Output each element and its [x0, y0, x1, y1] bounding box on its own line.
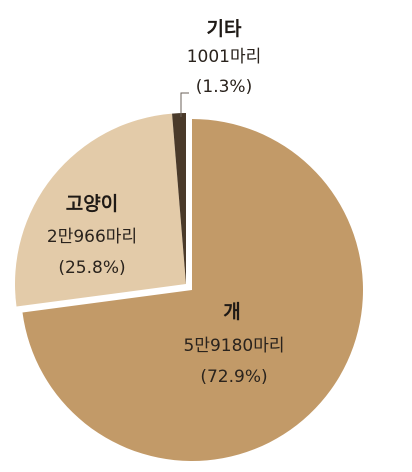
slice-label-other-percent: (1.3%): [196, 77, 252, 97]
slice-label-dog-count: 5만9180마리: [184, 336, 285, 356]
pie-slice-other: [172, 113, 186, 284]
pie-slices: [15, 113, 364, 461]
slice-label-cat-count: 2만966마리: [47, 227, 137, 247]
slice-label-other-name: 기타: [207, 18, 242, 40]
slice-label-dog-percent: (72.9%): [200, 367, 267, 387]
pie-slice-cat: [15, 113, 187, 307]
slice-label-cat-name: 고양이: [66, 193, 118, 215]
slice-label-cat-percent: (25.8%): [58, 258, 125, 278]
slice-label-dog-name: 개: [223, 301, 240, 323]
leader-line-other: [180, 92, 189, 117]
slice-label-other-count: 1001마리: [187, 47, 262, 67]
pie-slice-dog: [22, 119, 364, 461]
